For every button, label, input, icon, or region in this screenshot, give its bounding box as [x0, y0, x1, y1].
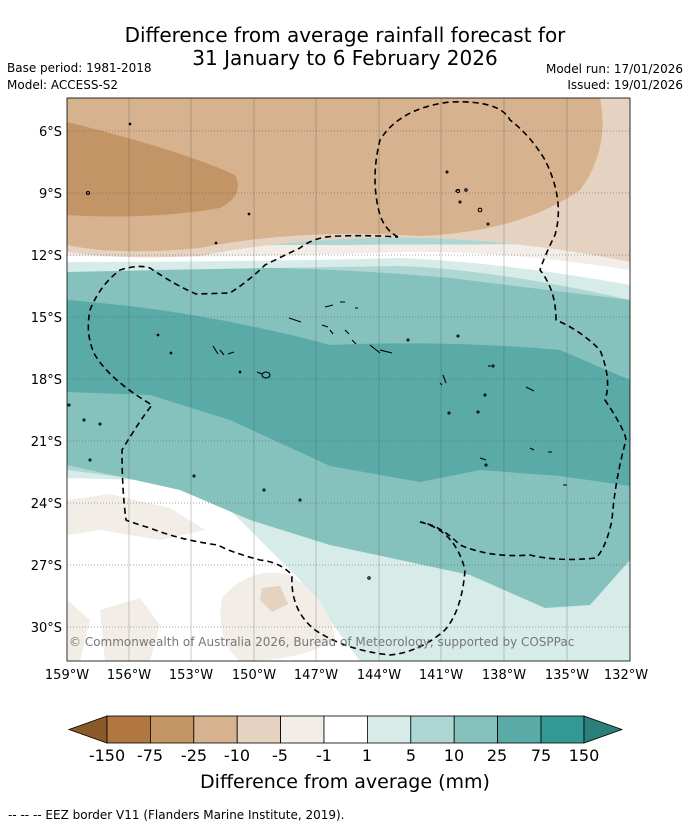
lat-label: 9°S [39, 187, 62, 202]
colorbar-segment [280, 715, 325, 744]
colorbar-segment [453, 715, 499, 744]
chart-title-line1: Difference from average rainfall forecas… [124, 23, 566, 47]
lat-label: 24°S [31, 497, 62, 512]
latitude-labels: 6°S 9°S 12°S 15°S 18°S 21°S 24°S 27°S 30… [31, 125, 62, 636]
lat-label: 27°S [31, 559, 62, 574]
lon-label: 141°W [419, 668, 463, 683]
graticule [67, 98, 630, 661]
lat-label: 21°S [31, 435, 62, 450]
colorbar-tick-label: -75 [136, 746, 164, 765]
lat-label: 6°S [39, 125, 62, 140]
lon-label: 132°W [604, 668, 648, 683]
model-run: Model run: 17/01/2026 [545, 62, 683, 76]
colorbar-tick-label: -25 [180, 746, 208, 765]
colorbar-arrow-low [67, 715, 108, 744]
colorbar-arrow-high [583, 715, 624, 744]
colorbar-segment [149, 715, 195, 744]
lon-label: 144°W [357, 668, 401, 683]
longitude-labels: 159°W 156°W 153°W 150°W 147°W 144°W 141°… [45, 668, 648, 683]
base-period: Base period: 1981-2018 [7, 61, 152, 75]
colorbar-segment [236, 715, 281, 744]
lon-label: 150°W [232, 668, 276, 683]
copyright-text: © Commonwealth of Australia 2026, Bureau… [69, 635, 574, 649]
colorbar-tick-label: -150 [88, 746, 126, 765]
colorbar-segment [410, 715, 455, 744]
map-fields [67, 98, 630, 661]
colorbar-tick-label: 5 [405, 746, 417, 765]
lat-label: 18°S [31, 373, 62, 388]
colorbar-tick-label: -10 [223, 746, 251, 765]
colorbar-tick-label: -1 [316, 746, 332, 765]
colorbar-tick-label: 10 [443, 746, 465, 765]
colorbar-segment [540, 715, 585, 744]
colorbar-segment [106, 715, 151, 744]
colorbar-tick-label: 75 [530, 746, 552, 765]
colorbar-segment [193, 715, 238, 744]
colorbar-title: Difference from average (mm) [200, 771, 490, 793]
islands [67, 122, 567, 580]
lon-label: 147°W [294, 668, 338, 683]
lon-label: 135°W [545, 668, 589, 683]
colorbar-tick-label: -5 [272, 746, 288, 765]
colorbar-segment [497, 715, 542, 744]
lat-label: 15°S [31, 311, 62, 326]
colorbar-segment [323, 715, 368, 744]
lat-label: 12°S [31, 249, 62, 264]
model-name: Model: ACCESS-S2 [7, 78, 119, 92]
colorbar [67, 715, 624, 744]
lon-label: 138°W [482, 668, 526, 683]
colorbar-tick-label: 150 [568, 746, 600, 765]
eez-border [87, 101, 627, 656]
lat-label: 30°S [31, 621, 62, 636]
issued-date: Issued: 19/01/2026 [567, 78, 683, 92]
chart-title-line2: 31 January to 6 February 2026 [192, 46, 498, 70]
colorbar-tick-label: 25 [486, 746, 508, 765]
colorbar-segment [366, 715, 412, 744]
lon-label: 153°W [169, 668, 213, 683]
colorbar-tick-label: 1 [361, 746, 373, 765]
eez-footnote: -- -- -- EEZ border V11 (Flanders Marine… [8, 808, 345, 822]
lon-label: 159°W [45, 668, 89, 683]
lon-label: 156°W [107, 668, 151, 683]
